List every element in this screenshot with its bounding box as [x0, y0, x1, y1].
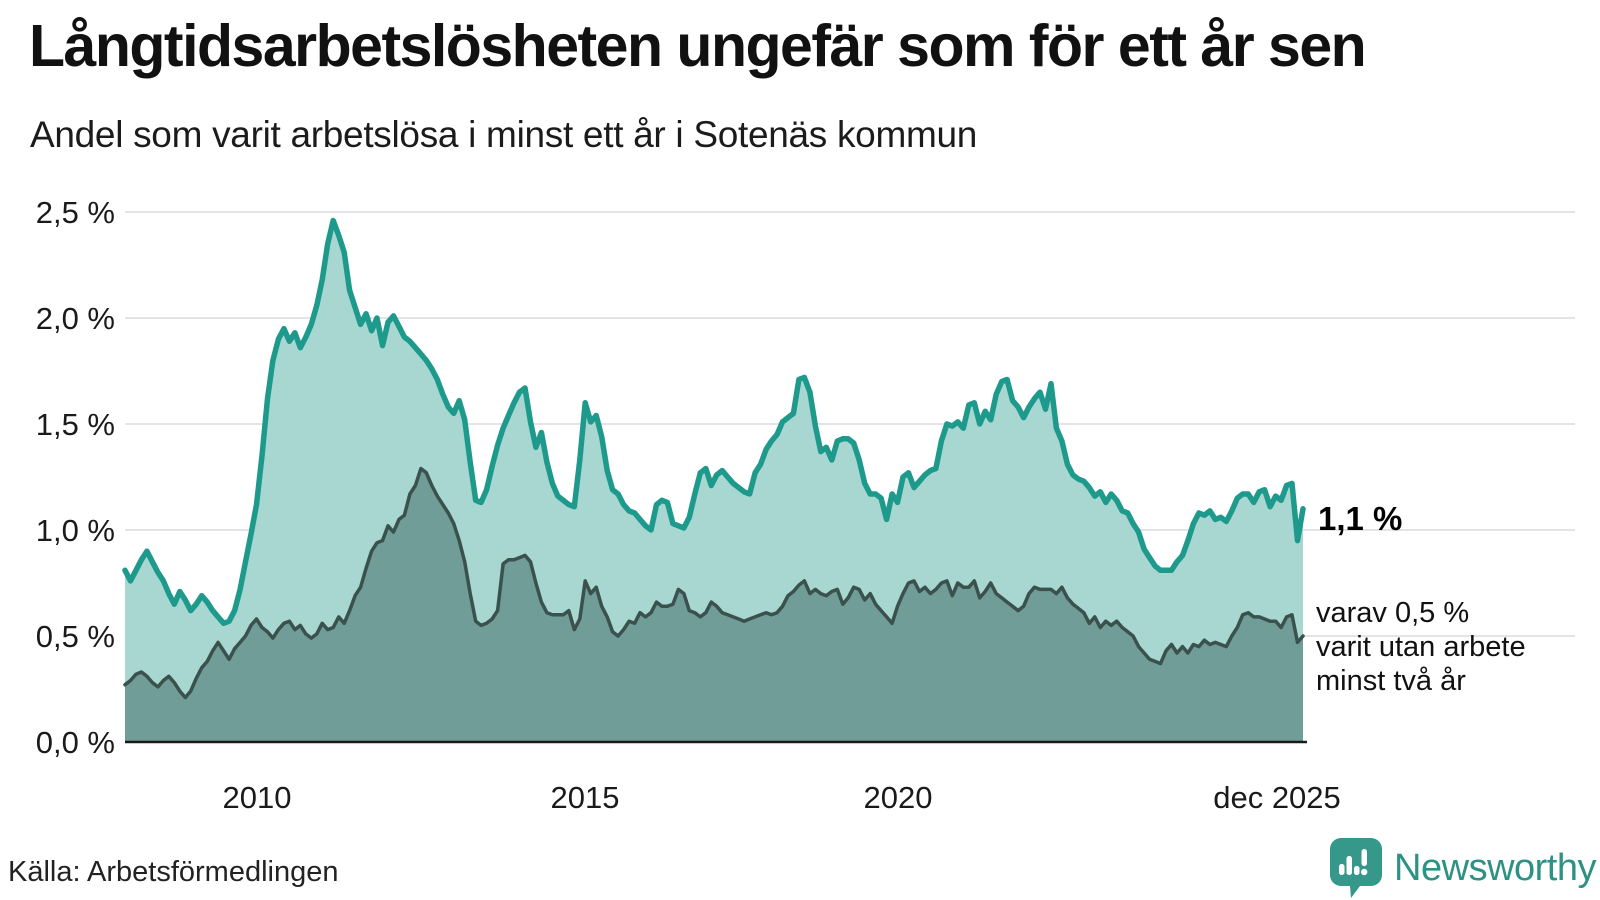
annotation-line: varit utan arbete	[1316, 631, 1526, 663]
x-tick-label: 2020	[864, 780, 933, 815]
x-tick-label: 2015	[551, 780, 620, 815]
secondary-series-annotation: varav 0,5 % varit utan arbete minst två …	[1316, 597, 1526, 697]
x-axis: 2010 2015 2020 dec 2025	[223, 780, 1341, 815]
page-title: Långtidsarbetslösheten ungefär som för e…	[29, 13, 1367, 79]
y-tick-label: 1,5 %	[36, 407, 115, 442]
y-tick-label: 2,5 %	[36, 195, 115, 230]
annotation-line: minst två år	[1316, 665, 1466, 697]
newsworthy-brand-text: Newsworthy	[1394, 846, 1596, 889]
logo-bars	[1339, 849, 1368, 876]
source-note: Källa: Arbetsförmedlingen	[8, 856, 339, 888]
newsworthy-brand[interactable]: Newsworthy	[1330, 838, 1596, 898]
y-axis: 2,5 % 2,0 % 1,5 % 1,0 % 0,5 % 0,0 %	[36, 195, 115, 760]
annotation-line: varav 0,5 %	[1316, 597, 1469, 629]
y-tick-label: 2,0 %	[36, 301, 115, 336]
latest-value-label: 1,1 %	[1318, 500, 1402, 537]
x-tick-label: dec 2025	[1213, 780, 1341, 815]
newsworthy-logo-icon	[1330, 838, 1383, 898]
series-1-line	[123, 466, 1305, 700]
page-subtitle: Andel som varit arbetslösa i minst ett å…	[30, 114, 978, 155]
x-tick-label: 2010	[223, 780, 292, 815]
y-tick-label: 0,0 %	[36, 725, 115, 760]
series-0-line	[122, 217, 1306, 627]
y-tick-label: 1,0 %	[36, 513, 115, 548]
y-tick-label: 0,5 %	[36, 619, 115, 654]
